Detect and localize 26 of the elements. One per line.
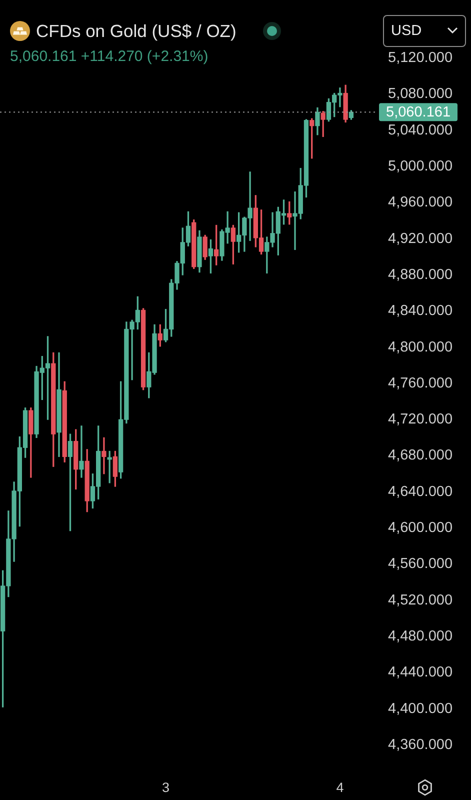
y-tick-label: 4,920.000 [388,230,453,247]
y-tick-label: 4,760.000 [388,375,453,392]
x-tick-label: 3 [162,780,170,795]
y-tick-label: 4,640.000 [388,484,453,500]
y-tick-label: 4,720.000 [388,412,453,428]
y-tick-label: 4,600.000 [388,520,453,536]
y-tick-label: 5,040.000 [388,122,453,138]
chart-title: CFDs on Gold (US$ / OZ) [36,20,236,42]
chart-subtitle: 5,060.161 +114.270 (+2.31%) [10,48,208,66]
currency-label: USD [391,22,422,40]
y-tick-label: 4,520.000 [388,592,453,608]
y-tick-label: 4,360.000 [388,737,453,753]
y-tick-label: 4,960.000 [388,194,453,211]
y-tick-label: 5,120.000 [388,50,453,66]
y-tick-label: 4,680.000 [388,448,453,464]
y-tick-label: 4,800.000 [388,339,453,356]
y-tick-label: 4,840.000 [388,303,453,320]
y-tick-label: 4,480.000 [388,628,453,645]
y-tick-label: 4,400.000 [388,700,453,717]
y-tick-label: 5,000.000 [388,158,453,174]
y-tick-label: 4,880.000 [388,266,453,283]
ref-line-label: 5,060.161 [386,104,451,121]
x-tick-label: 4 [336,780,344,795]
y-tick-label: 5,080.000 [388,86,453,102]
y-tick-label: 4,440.000 [388,664,453,681]
y-tick-label: 4,560.000 [388,556,453,572]
